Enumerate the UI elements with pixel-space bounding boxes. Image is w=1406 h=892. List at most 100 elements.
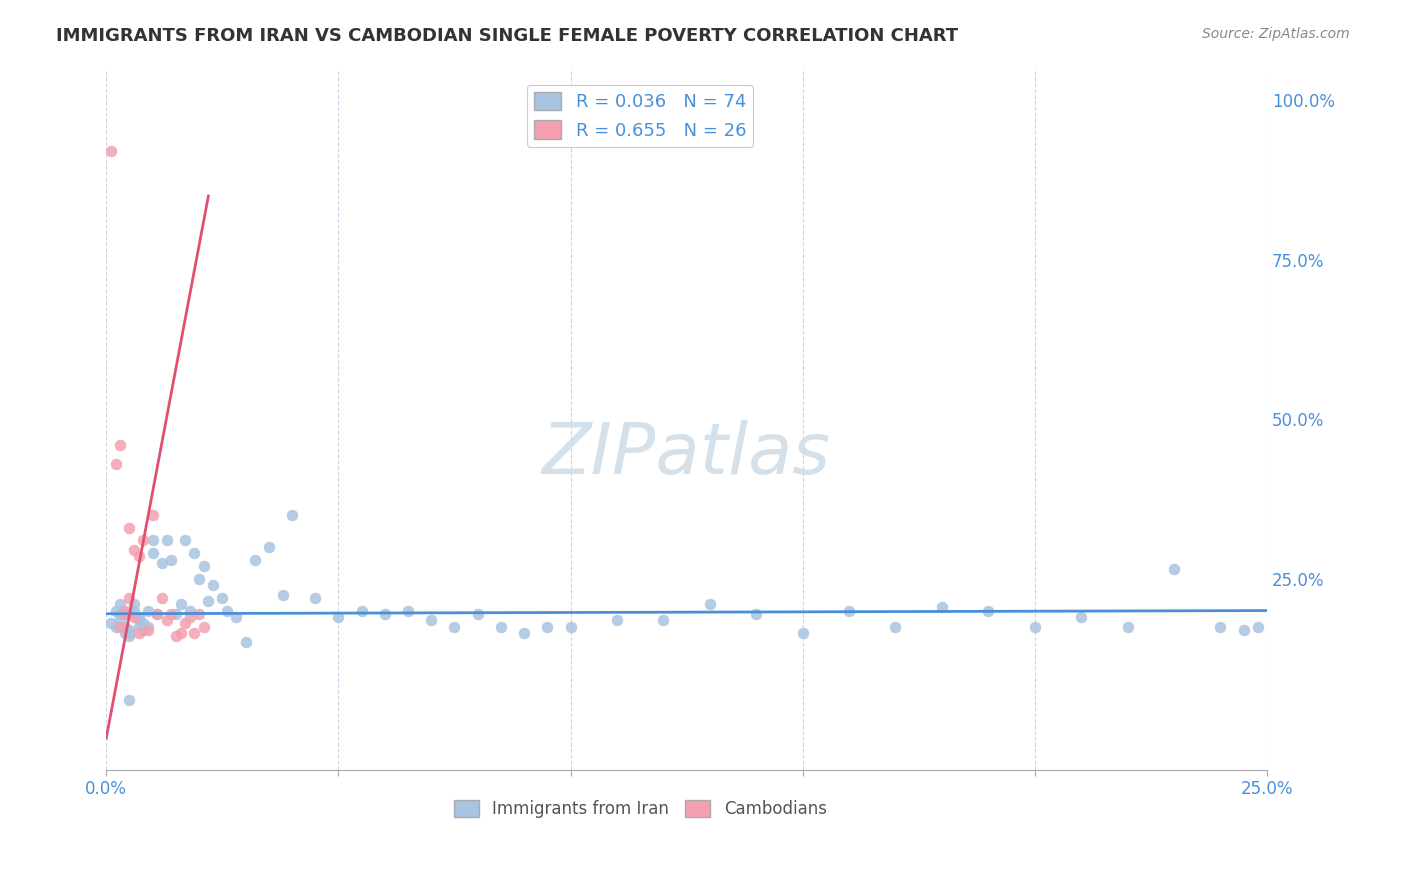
Text: ZIPatlas: ZIPatlas (543, 420, 831, 489)
Point (174, 616, 197, 631)
Point (160, 607, 183, 621)
Text: Source: ZipAtlas.com: Source: ZipAtlas.com (1202, 27, 1350, 41)
Point (114, 623, 136, 637)
Point (1209, 619, 1232, 633)
Point (128, 613, 150, 627)
Point (1163, 562, 1185, 576)
Legend: Immigrants from Iran, Cambodians: Immigrants from Iran, Cambodians (447, 793, 834, 825)
Text: IMMIGRANTS FROM IRAN VS CAMBODIAN SINGLE FEMALE POVERTY CORRELATION CHART: IMMIGRANTS FROM IRAN VS CAMBODIAN SINGLE… (56, 27, 959, 45)
Point (160, 552, 183, 566)
Point (467, 607, 489, 621)
Point (197, 594, 219, 608)
Point (211, 591, 233, 605)
Point (193, 619, 215, 633)
Point (100, 145, 122, 159)
Point (114, 619, 136, 633)
Point (122, 543, 145, 558)
Point (108, 597, 131, 611)
Point (202, 578, 225, 592)
Point (513, 626, 536, 640)
Point (443, 619, 465, 633)
Point (118, 623, 141, 637)
Point (745, 607, 768, 621)
Point (155, 533, 177, 548)
Point (350, 603, 373, 617)
Point (150, 556, 173, 570)
Point (114, 603, 136, 617)
Point (118, 591, 141, 605)
Point (271, 588, 294, 602)
Point (104, 603, 127, 617)
Point (114, 626, 136, 640)
Point (489, 619, 512, 633)
Point (118, 629, 141, 643)
Point (179, 610, 201, 624)
Point (235, 635, 257, 649)
Point (132, 616, 155, 631)
Point (122, 610, 145, 624)
Point (155, 613, 177, 627)
Point (108, 438, 131, 452)
Point (304, 591, 326, 605)
Point (104, 457, 127, 471)
Point (193, 558, 215, 573)
Point (215, 603, 238, 617)
Point (281, 508, 304, 522)
Point (1246, 619, 1268, 633)
Point (128, 619, 150, 633)
Point (183, 626, 205, 640)
Point (420, 613, 443, 627)
Point (118, 607, 141, 621)
Point (179, 603, 201, 617)
Point (142, 546, 165, 560)
Point (792, 626, 814, 640)
Point (142, 533, 165, 548)
Point (104, 619, 127, 633)
Point (1233, 623, 1256, 637)
Point (108, 607, 131, 621)
Point (108, 613, 131, 627)
Point (118, 693, 141, 707)
Point (1024, 619, 1046, 633)
Point (1116, 619, 1139, 633)
Point (165, 607, 187, 621)
Point (150, 591, 173, 605)
Point (977, 603, 1000, 617)
Point (257, 540, 280, 554)
Point (169, 597, 191, 611)
Point (243, 552, 266, 566)
Point (132, 623, 155, 637)
Point (328, 610, 350, 624)
Point (838, 603, 860, 617)
Point (122, 603, 145, 617)
Point (122, 597, 145, 611)
Point (225, 610, 247, 624)
Point (188, 572, 211, 586)
Point (136, 603, 159, 617)
Point (374, 607, 396, 621)
Point (183, 546, 205, 560)
Point (884, 619, 907, 633)
Point (142, 508, 165, 522)
Point (931, 600, 953, 615)
Point (174, 533, 197, 548)
Point (560, 619, 582, 633)
Point (128, 610, 150, 624)
Point (1070, 610, 1092, 624)
Point (606, 613, 628, 627)
Point (169, 626, 191, 640)
Point (128, 549, 150, 564)
Point (699, 597, 721, 611)
Point (396, 603, 419, 617)
Point (114, 607, 136, 621)
Point (108, 619, 131, 633)
Point (128, 626, 150, 640)
Point (100, 616, 122, 631)
Point (536, 619, 558, 633)
Point (188, 607, 211, 621)
Point (118, 521, 141, 535)
Point (165, 629, 187, 643)
Point (652, 613, 675, 627)
Point (146, 607, 169, 621)
Point (118, 626, 141, 640)
